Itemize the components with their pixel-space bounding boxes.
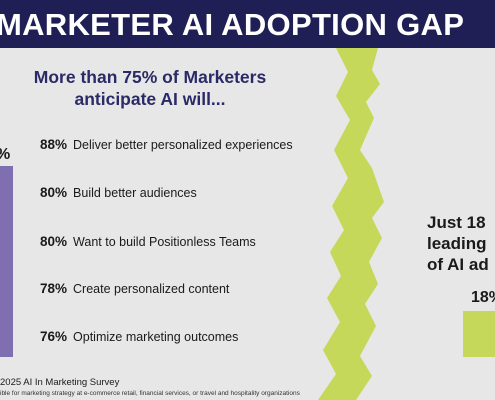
right-callout-line-1: Just 18 — [427, 213, 486, 232]
header-banner: MARKETER AI ADOPTION GAP — [0, 0, 495, 48]
stat-row: 78% Create personalized content — [40, 281, 229, 296]
subtitle-line-1: More than 75% of Marketers — [33, 67, 267, 87]
stat-label: Build better audiences — [73, 186, 197, 200]
right-bar — [463, 311, 495, 357]
stat-row: 88% Deliver better personalized experienc… — [40, 137, 293, 152]
left-bar — [0, 166, 13, 357]
stat-label: Deliver better personalized experiences — [73, 138, 293, 152]
stat-label: Want to build Positionless Teams — [73, 235, 256, 249]
right-bar-label: 18% — [471, 289, 495, 306]
subtitle-line-2: anticipate AI will... — [74, 89, 226, 109]
right-callout-line-2: leading — [427, 234, 487, 253]
stat-value: 78% — [40, 281, 68, 296]
stat-row: 80% Build better audiences — [40, 185, 197, 200]
stat-row: 76% Optimize marketing outcomes — [40, 329, 238, 344]
stat-value: 76% — [40, 329, 68, 344]
chart-subtitle: More than 75% of Marketers anticipate AI… — [0, 66, 300, 110]
stat-row: 80% Want to build Positionless Teams — [40, 234, 256, 249]
stat-label: Optimize marketing outcomes — [73, 330, 239, 344]
left-bar-label: % — [0, 146, 10, 164]
footer-title: 2025 AI In Marketing Survey — [0, 377, 120, 388]
banner-title: MARKETER AI ADOPTION GAP — [0, 7, 465, 42]
stat-label: Create personalized content — [73, 282, 230, 296]
stat-value: 80% — [40, 185, 68, 200]
stat-value: 80% — [40, 234, 68, 249]
right-callout: Just 18 leading of AI ad — [427, 212, 489, 275]
right-callout-line-3: of AI ad — [427, 255, 489, 274]
footer-note: ible for marketing strategy at e-commerc… — [0, 390, 300, 397]
stat-value: 88% — [40, 137, 68, 152]
zigzag-shape — [318, 48, 384, 400]
